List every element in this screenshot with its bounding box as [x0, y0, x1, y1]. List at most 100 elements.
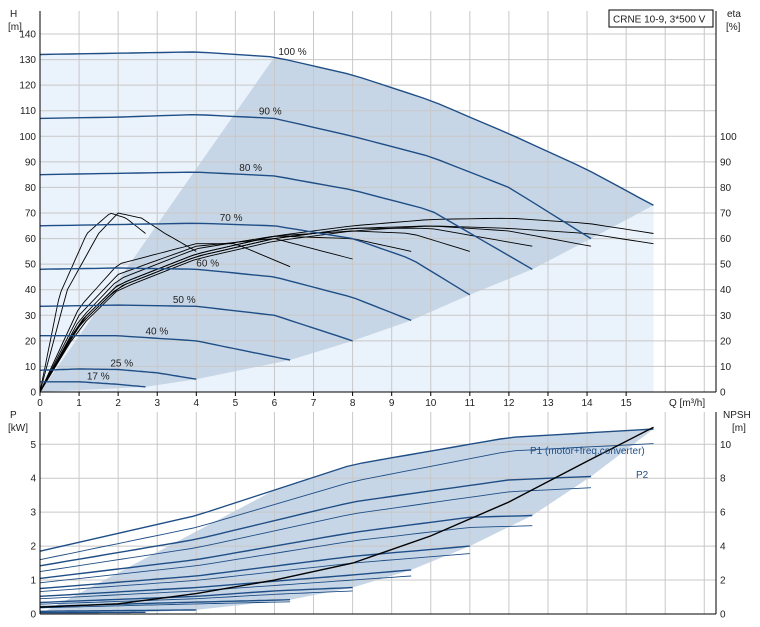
speed-curve-label: 60 % — [196, 258, 219, 269]
efficiency-tick-label: 90 — [720, 157, 732, 168]
head-curve — [40, 381, 146, 388]
efficiency-tick-label: 50 — [720, 260, 732, 271]
p1-power-curve — [39, 569, 412, 597]
efficiency-tick-label: 40 — [720, 285, 732, 296]
head-tick-label: 100 — [19, 132, 36, 143]
efficiency-tick-label: 80 — [720, 183, 732, 194]
efficiency-curve — [39, 238, 353, 393]
head-axis-unit: [m] — [8, 22, 22, 33]
p2-power-curve — [39, 443, 654, 561]
efficiency-tick-label: 60 — [720, 234, 732, 245]
head-tick-label: 60 — [25, 234, 37, 245]
x-tick-label: 3 — [154, 398, 160, 409]
p1-power-curve — [39, 514, 533, 580]
efficiency-curve — [39, 212, 197, 393]
x-tick-label: 0 — [37, 398, 43, 409]
npsh-tick-label: 2 — [720, 576, 726, 587]
efficiency-tick-label: 10 — [720, 362, 732, 373]
speed-curve-label: 100 % — [278, 47, 306, 58]
power-tick-label: 0 — [30, 610, 36, 621]
head-curve — [39, 267, 412, 322]
chart-title: CRNE 10-9, 3*500 V — [613, 15, 706, 26]
head-curve — [39, 368, 197, 380]
head-axis-label: H — [10, 9, 17, 20]
x-tick-label: 10 — [425, 398, 437, 409]
efficiency-axis-label: eta — [727, 9, 741, 20]
head-tick-label: 120 — [19, 81, 36, 92]
x-tick-label: 7 — [311, 398, 317, 409]
head-tick-label: 140 — [19, 30, 36, 41]
speed-curve-label: 25 % — [110, 358, 133, 369]
speed-curve-label: 50 % — [173, 295, 196, 306]
head-tick-label: 90 — [25, 157, 37, 168]
head-tick-label: 110 — [20, 106, 36, 117]
head-curve — [40, 335, 291, 361]
head-tick-label: 30 — [25, 311, 37, 322]
p2-power-curve — [39, 601, 291, 609]
npsh-axis-label: NPSH — [723, 410, 751, 421]
x-tick-label: 12 — [503, 398, 515, 409]
x-tick-label: 11 — [465, 398, 476, 409]
head-curve — [39, 304, 353, 342]
npsh-tick-label: 4 — [720, 542, 726, 553]
head-tick-label: 10 — [25, 362, 37, 373]
x-tick-label: 1 — [76, 398, 82, 409]
head-tick-label: 130 — [19, 55, 36, 66]
speed-curve-label: 17 % — [87, 371, 110, 382]
speed-curve-label: 80 % — [239, 163, 262, 174]
npsh-tick-label: 0 — [720, 610, 726, 621]
speed-curve-label: 40 % — [146, 327, 169, 338]
head-tick-label: 40 — [25, 285, 37, 296]
head-curves: 100 % 90 % 80 % 70 % 60 % 50 % 40 % 25 %17 % — [39, 47, 654, 393]
efficiency-curve — [39, 227, 533, 393]
axes: 0 1 2 3 4 5 6 7 8 9 10 11 12 13 14 15010203040506070809… — [19, 11, 737, 621]
bottom-operating-regions — [40, 429, 654, 614]
p2-series-label: P2 — [636, 470, 649, 481]
x-tick-label: 4 — [194, 398, 200, 409]
power-curves — [39, 426, 654, 614]
x-tick-label: 2 — [115, 398, 121, 409]
power-tick-label: 5 — [30, 440, 36, 451]
efficiency-tick-label: 30 — [720, 311, 732, 322]
head-tick-label: 80 — [25, 183, 37, 194]
head-tick-label: 0 — [30, 388, 36, 399]
x-tick-label: 8 — [350, 398, 356, 409]
npsh-tick-label: 6 — [720, 508, 726, 519]
head-curve — [39, 171, 533, 270]
head-tick-label: 20 — [25, 336, 37, 347]
p1-power-curve — [39, 475, 592, 567]
p1-power-curve — [39, 586, 353, 604]
efficiency-tick-label: 0 — [720, 388, 726, 399]
p1-power-curve — [39, 428, 654, 552]
x-tick-label: 15 — [621, 398, 633, 409]
p2-power-curve — [39, 487, 592, 573]
flow-axis-label: Q [m³/h] — [669, 398, 705, 409]
power-chart-grid — [39, 412, 716, 615]
efficiency-tick-label: 20 — [720, 336, 732, 347]
p1-series-label: P1 (motor+freq.converter) — [530, 446, 645, 457]
p2-power-curve — [39, 525, 533, 584]
power-tick-label: 1 — [30, 576, 36, 587]
x-tick-label: 6 — [272, 398, 278, 409]
x-tick-label: 5 — [233, 398, 239, 409]
p1-power-curve — [39, 545, 470, 590]
x-tick-label: 13 — [542, 398, 554, 409]
efficiency-tick-label: 70 — [720, 209, 732, 220]
head-tick-label: 50 — [25, 260, 37, 271]
efficiency-axis-unit: [%] — [726, 22, 741, 33]
head-curve — [39, 113, 592, 240]
head-region-operating — [40, 57, 654, 392]
npsh-axis-unit: [m] — [732, 423, 746, 434]
npsh-tick-label: 8 — [720, 474, 726, 485]
x-tick-label: 14 — [581, 398, 593, 409]
top-operating-regions — [40, 52, 654, 392]
p1-power-curve — [40, 609, 197, 612]
power-tick-label: 4 — [30, 474, 36, 485]
title-box — [608, 9, 714, 28]
speed-curve-label: 90 % — [259, 107, 282, 118]
head-curve — [39, 51, 654, 206]
efficiency-tick-label: 100 — [720, 132, 737, 143]
p2-power-curve — [39, 590, 353, 605]
head-tick-label: 70 — [25, 209, 37, 220]
